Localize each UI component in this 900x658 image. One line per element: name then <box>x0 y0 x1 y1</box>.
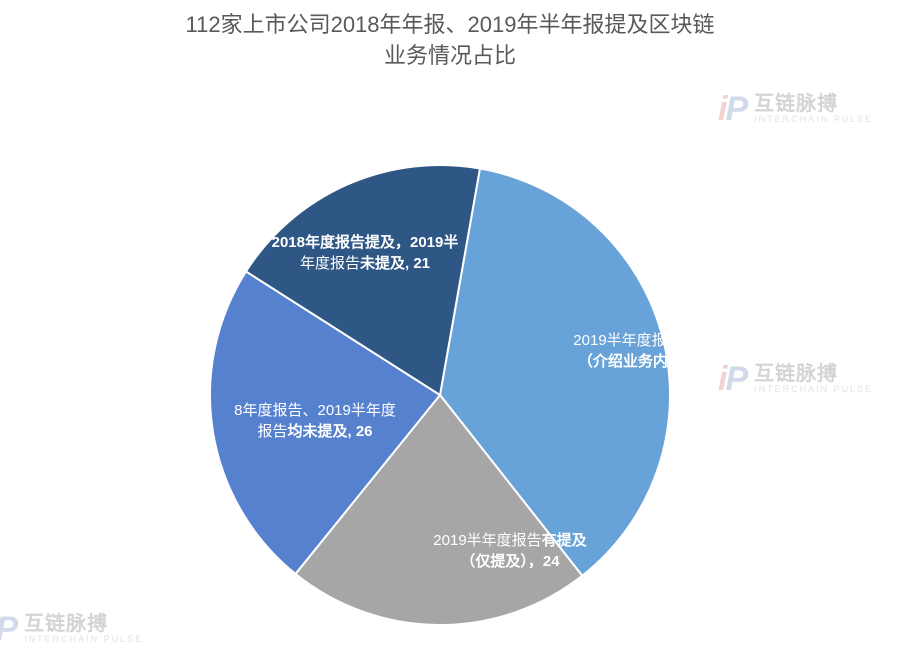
pie-chart <box>0 0 900 658</box>
